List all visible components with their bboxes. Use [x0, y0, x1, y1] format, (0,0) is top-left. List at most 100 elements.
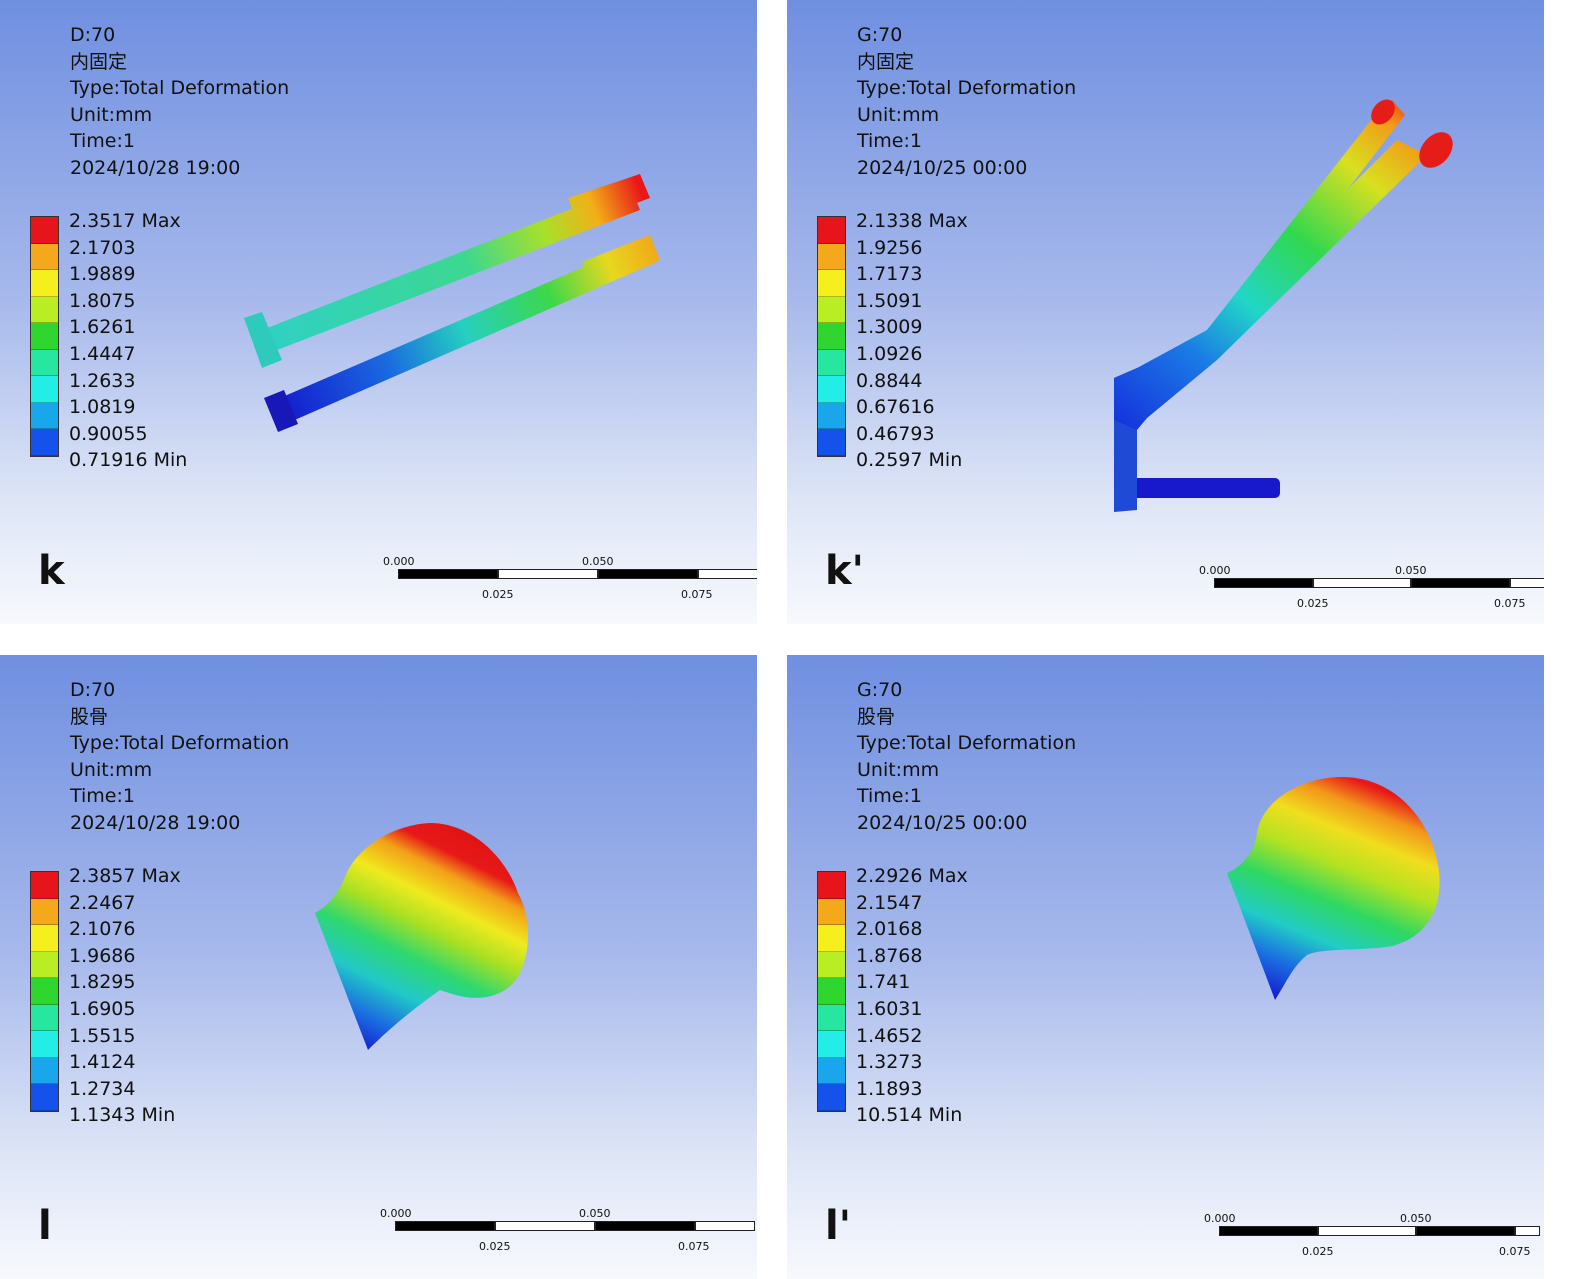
- legend-swatch: [818, 217, 845, 244]
- info-line: 2024/10/25 00:00: [857, 811, 1028, 834]
- scale-tick: 0.075: [678, 1240, 710, 1253]
- legend-swatch: [31, 1084, 58, 1111]
- legend-value: 10.514 Min: [856, 1104, 963, 1127]
- info-line: Time:1: [70, 130, 135, 152]
- panel-label: k: [38, 548, 65, 594]
- legend-value: 1.0819: [69, 396, 136, 419]
- legend-swatch: [818, 270, 845, 297]
- legend-value: 1.7173: [856, 263, 923, 286]
- legend-swatch: [31, 925, 58, 952]
- scale-tick: 0.000: [380, 1207, 412, 1220]
- scale-segment: [1510, 578, 1544, 588]
- legend-value: 1.8295: [69, 971, 136, 994]
- contour-panel-k: D:70 内固定 Type:Total Deformation Unit:mm …: [0, 0, 757, 624]
- legend-swatch: [31, 376, 58, 403]
- info-line: Unit:mm: [70, 103, 153, 126]
- implant-model: [244, 174, 660, 432]
- info-line: G:70: [857, 679, 903, 701]
- legend-swatch: [31, 296, 58, 323]
- legend-swatch: [818, 951, 845, 978]
- scale-segment: [1219, 1226, 1318, 1236]
- legend-color-bar: [817, 871, 846, 1112]
- legend-swatch: [818, 1004, 845, 1031]
- panel-label: l: [38, 1203, 52, 1249]
- legend-swatch: [818, 1031, 845, 1058]
- scale-tick: 0.000: [1199, 564, 1231, 577]
- legend-swatch: [818, 1084, 845, 1111]
- info-line: G:70: [857, 24, 903, 46]
- legend-swatch: [818, 323, 845, 350]
- scale-segment: [1515, 1226, 1540, 1236]
- scale-tick: 0.025: [1302, 1245, 1334, 1258]
- info-line: Unit:mm: [70, 758, 153, 781]
- scale-segment: [1313, 578, 1411, 588]
- scale-tick: 0.050: [1400, 1212, 1432, 1225]
- legend-value: 1.4124: [69, 1051, 136, 1074]
- scale-segment: [1416, 1226, 1515, 1236]
- legend-value: 0.2597 Min: [856, 449, 963, 472]
- legend-value: 2.2926 Max: [856, 865, 968, 887]
- legend-swatch: [818, 376, 845, 403]
- scale-segment: [595, 1221, 695, 1231]
- legend-color-bar: [30, 871, 59, 1112]
- legend-swatch: [31, 1031, 58, 1058]
- legend-value: 1.6905: [69, 997, 136, 1020]
- scale-segment: [498, 569, 598, 579]
- legend-value: 1.6031: [856, 997, 923, 1020]
- contour-panel-l: D:70 股骨 Type:Total Deformation Unit:mm T…: [0, 655, 757, 1279]
- info-line: Unit:mm: [857, 758, 940, 781]
- legend-labels: 2.3857 Max 2.2467 2.1076 1.9686 1.8295 1…: [69, 863, 181, 1129]
- legend-labels: 2.1338 Max 1.9256 1.7173 1.5091 1.3009 1…: [856, 208, 968, 474]
- legend-swatch: [818, 1057, 845, 1084]
- info-line: 2024/10/28 19:00: [70, 156, 241, 179]
- panel-label: k': [825, 548, 864, 594]
- scale-tick: 0.075: [681, 588, 713, 601]
- scale-bar: 0.000 0.050 0.025 0.075: [1199, 564, 1544, 624]
- legend-value: 2.1338 Max: [856, 210, 968, 232]
- legend-value: 1.3009: [856, 316, 923, 339]
- scale-segment: [398, 569, 498, 579]
- scale-segment: [495, 1221, 595, 1231]
- scale-segment: [1318, 1226, 1416, 1236]
- info-line: 股骨: [857, 705, 896, 728]
- legend-value: 1.1343 Min: [69, 1104, 176, 1127]
- scale-tick: 0.075: [1499, 1245, 1531, 1258]
- legend-value: 2.3857 Max: [69, 865, 181, 887]
- legend-value: 1.1893: [856, 1077, 923, 1100]
- legend-value: 1.8768: [856, 944, 923, 967]
- scale-segment: [1411, 578, 1510, 588]
- scale-bar: 0.000 0.050 0.025 0.075: [380, 1207, 757, 1267]
- info-line: Type:Total Deformation: [857, 77, 1077, 99]
- info-line: D:70: [70, 24, 116, 46]
- legend-value: 1.4652: [856, 1024, 923, 1047]
- legend-value: 0.71916 Min: [69, 449, 188, 472]
- info-block: D:70 内固定 Type:Total Deformation Unit:mm …: [70, 22, 289, 181]
- legend-swatch: [31, 951, 58, 978]
- panel-label: l': [825, 1203, 851, 1249]
- info-line: 内固定: [70, 50, 128, 73]
- info-line: Type:Total Deformation: [70, 77, 290, 99]
- info-line: 股骨: [70, 705, 109, 728]
- scale-tick: 0.050: [1395, 564, 1427, 577]
- legend-swatch: [31, 217, 58, 244]
- femur-head-model: [315, 823, 528, 1050]
- legend-swatch: [31, 978, 58, 1005]
- info-line: Type:Total Deformation: [70, 732, 290, 754]
- scale-segment: [598, 569, 698, 579]
- scale-tick: 0.075: [1494, 597, 1526, 610]
- scale-bar: 0.000 0.050 0.025 0.075: [383, 555, 757, 615]
- info-line: 2024/10/25 00:00: [857, 156, 1028, 179]
- legend-swatch: [818, 296, 845, 323]
- legend-value: 2.1547: [856, 891, 923, 914]
- legend-swatch: [818, 898, 845, 925]
- info-line: D:70: [70, 679, 116, 701]
- scale-segment: [695, 1221, 755, 1231]
- info-line: 内固定: [857, 50, 915, 73]
- info-line: Time:1: [70, 785, 135, 807]
- legend-swatch: [31, 898, 58, 925]
- legend-swatch: [31, 323, 58, 350]
- legend-labels: 2.3517 Max 2.1703 1.9889 1.8075 1.6261 1…: [69, 208, 187, 474]
- info-line: Type:Total Deformation: [857, 732, 1077, 754]
- scale-bar: 0.000 0.050 0.025 0.075: [1204, 1212, 1544, 1272]
- scale-tick: 0.025: [482, 588, 514, 601]
